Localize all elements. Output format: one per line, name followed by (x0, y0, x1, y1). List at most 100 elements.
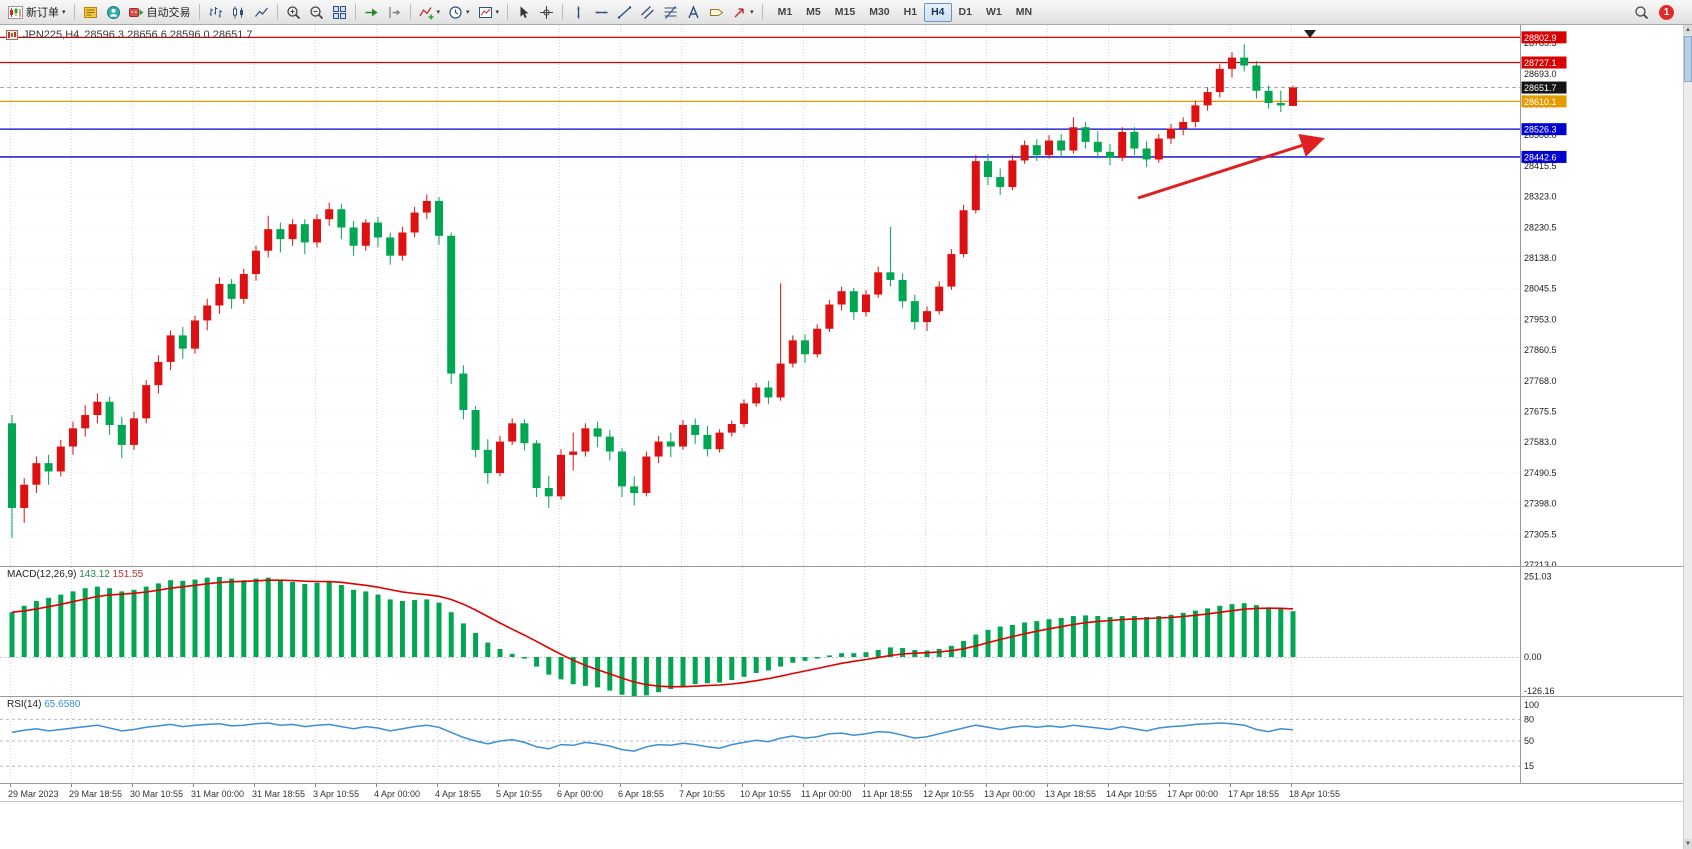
time-tick (498, 784, 499, 787)
time-tick (437, 784, 438, 787)
text-button[interactable] (682, 2, 705, 23)
candlesticks[interactable] (8, 44, 1297, 538)
candlestick-icon (231, 5, 246, 20)
scroll-down-arrow[interactable]: ▼ (1684, 839, 1692, 849)
bar-chart-button[interactable] (204, 2, 227, 23)
macd-panel-canvas[interactable]: 251.03 0.00 -126.16 (0, 567, 1683, 696)
time-axis-label: 18 Apr 10:55 (1289, 789, 1341, 799)
chart-shift-marker[interactable] (1304, 30, 1316, 38)
arrows-button[interactable]: ▾ (728, 2, 758, 23)
rsi-axis-label: 15 (1524, 761, 1534, 771)
chart-title: JPN225,H4 28596.3 28656.6 28596.0 28651.… (6, 29, 252, 41)
panel-divider[interactable] (0, 696, 1683, 697)
toolbar-separator (761, 4, 763, 20)
zoom-in-icon (286, 5, 301, 20)
tf-m5-button[interactable]: M5 (799, 3, 828, 22)
bar-chart-icon (208, 5, 223, 20)
toolbar-separator (276, 4, 278, 20)
panel-divider[interactable] (0, 566, 1683, 567)
tf-d1-button[interactable]: D1 (952, 3, 979, 22)
candlestick-chart-button[interactable] (227, 2, 250, 23)
cursor-button[interactable] (512, 2, 535, 23)
macd-label: MACD(12,26,9) 143.12 151.55 (7, 569, 143, 580)
toolbar-separator (198, 4, 200, 20)
chevron-down-icon: ▾ (466, 8, 470, 16)
price-badge (1521, 56, 1567, 69)
horizontal-line-button[interactable] (590, 2, 613, 23)
community-icon (106, 5, 121, 20)
price-axis-label: 27860.5 (1524, 345, 1557, 355)
time-axis-label: 13 Apr 18:55 (1045, 789, 1097, 799)
tf-m15-button[interactable]: M15 (828, 3, 862, 22)
macd-signal-value: 151.55 (112, 569, 144, 580)
price-badge (1521, 81, 1567, 94)
scroll-thumb[interactable] (1684, 36, 1692, 82)
price-axis-label: 27490.5 (1524, 468, 1557, 478)
text-label-button[interactable] (705, 2, 728, 23)
chart-shift-button[interactable] (383, 2, 406, 23)
trendline-button[interactable] (613, 2, 636, 23)
auto-scroll-button[interactable] (360, 2, 383, 23)
time-tick (925, 784, 926, 787)
time-axis-label: 17 Apr 00:00 (1167, 789, 1219, 799)
vertical-line-button[interactable] (567, 2, 590, 23)
rsi-line (11, 722, 1294, 752)
macd-main-value: 143.12 (79, 569, 110, 580)
tf-m1-button[interactable]: M1 (771, 3, 800, 22)
tf-h1-button[interactable]: H1 (897, 3, 924, 22)
line-chart-button[interactable] (250, 2, 273, 23)
toolbar-separator (73, 4, 75, 20)
auto-trading-button[interactable]: 自动交易 (125, 2, 195, 23)
tf-mn-button[interactable]: MN (1009, 3, 1039, 22)
time-axis-label: 29 Mar 2023 (8, 789, 59, 799)
time-axis-label: 31 Mar 18:55 (252, 789, 306, 799)
zoom-out-button[interactable] (305, 2, 328, 23)
letter-a-icon (686, 4, 701, 20)
time-axis-label: 3 Apr 10:55 (313, 789, 360, 799)
main-chart-canvas[interactable]: 28785.528693.028600.528508.028415.528323… (0, 25, 1683, 567)
price-axis-label: 28508.0 (1524, 130, 1557, 140)
time-axis[interactable]: 29 Mar 2023 29 Mar 18:55 30 Mar 10:55 31 Ma… (0, 784, 1683, 801)
templates-button[interactable]: ▾ (474, 2, 504, 23)
channel-button[interactable] (636, 2, 659, 23)
new-order-button[interactable]: 新订单 ▾ (4, 2, 70, 23)
price-badge (1521, 123, 1567, 136)
community-button[interactable] (102, 2, 125, 23)
time-axis-label: 17 Apr 18:55 (1228, 789, 1280, 799)
market-watch-button[interactable] (79, 2, 102, 23)
scroll-up-arrow[interactable]: ▲ (1684, 25, 1692, 35)
timeframe-toolbar: M1 M5 M15 M30 H1 H4 D1 W1 MN (771, 2, 1039, 22)
fibonacci-button[interactable] (659, 2, 682, 23)
time-tick (10, 784, 11, 787)
search-icon (1634, 5, 1649, 20)
crosshair-button[interactable] (535, 2, 558, 23)
new-order-label: 新订单 (26, 7, 59, 19)
vertical-scrollbar[interactable]: ▲ ▼ (1683, 25, 1692, 849)
macd-axis-label: 251.03 (1524, 572, 1552, 582)
macd-histogram (9, 577, 1296, 696)
time-tick (254, 784, 255, 787)
periods-button[interactable]: ▾ (444, 2, 474, 23)
tf-w1-button[interactable]: W1 (979, 3, 1009, 22)
time-axis-label: 31 Mar 00:00 (191, 789, 245, 799)
price-badge-value: 28651.7 (1524, 83, 1557, 93)
tf-m30-button[interactable]: M30 (862, 3, 896, 22)
time-axis-label: 29 Mar 18:55 (69, 789, 123, 799)
rsi-panel-canvas[interactable]: 100 80 50 15 (0, 697, 1683, 783)
tile-windows-button[interactable] (328, 2, 351, 23)
notification-badge[interactable]: 1 (1659, 4, 1674, 20)
time-tick (559, 784, 560, 787)
trend-arrow[interactable] (1137, 133, 1325, 200)
clock-icon (448, 5, 463, 20)
time-tick (1230, 784, 1231, 787)
toolbar-separator (507, 4, 509, 20)
zoom-in-button[interactable] (282, 2, 305, 23)
search-button[interactable] (1630, 2, 1653, 23)
price-axis-label: 28415.5 (1524, 161, 1557, 171)
tf-h4-button[interactable]: H4 (924, 2, 952, 22)
indicators-button[interactable]: ▾ (415, 2, 445, 23)
new-order-icon (8, 5, 23, 20)
macd-axis-label: -126.16 (1524, 686, 1555, 696)
time-tick (620, 784, 621, 787)
market-watch-icon (83, 5, 98, 20)
